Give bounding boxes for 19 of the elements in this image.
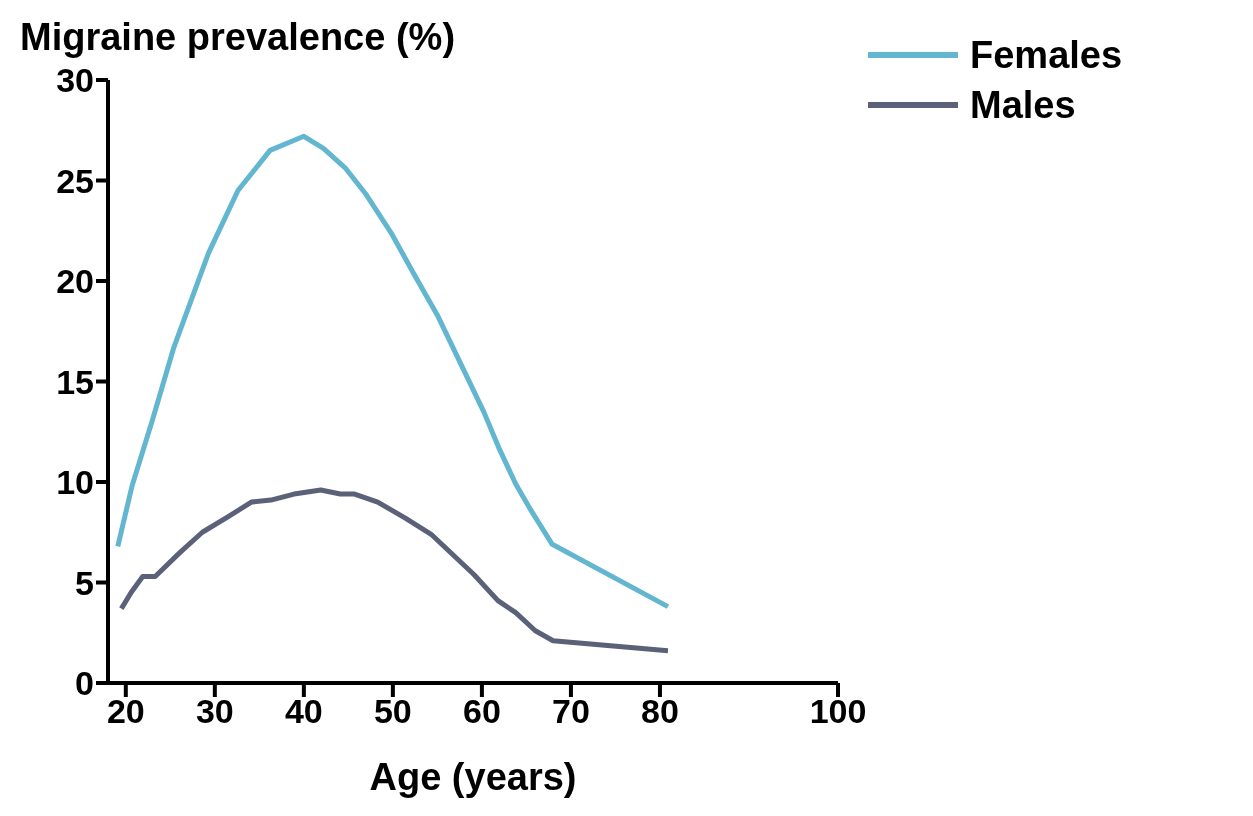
y-axis-title: Migraine prevalence (%)	[20, 16, 456, 59]
y-tick-label: 5	[75, 563, 94, 602]
legend-label: Females	[970, 33, 1123, 77]
y-tick-label: 0	[75, 664, 94, 703]
x-tick-label: 50	[373, 692, 412, 731]
y-tick-label: 15	[56, 362, 94, 401]
x-tick-label: 80	[641, 692, 679, 731]
x-tick-label: 70	[552, 692, 590, 731]
y-tick-label: 30	[56, 61, 94, 100]
x-axis-title: Age (years)	[369, 756, 577, 798]
x-tick-label: 30	[195, 692, 234, 731]
y-tick-label: 10	[56, 463, 94, 502]
x-tick-label: 60	[462, 692, 501, 731]
x-tick-label: 100	[809, 692, 867, 731]
x-tick-label: 20	[106, 692, 145, 731]
y-tick-label: 25	[56, 161, 94, 200]
legend-label: Males	[970, 83, 1076, 127]
y-tick-label: 20	[56, 262, 94, 301]
x-tick-label: 40	[284, 692, 323, 731]
